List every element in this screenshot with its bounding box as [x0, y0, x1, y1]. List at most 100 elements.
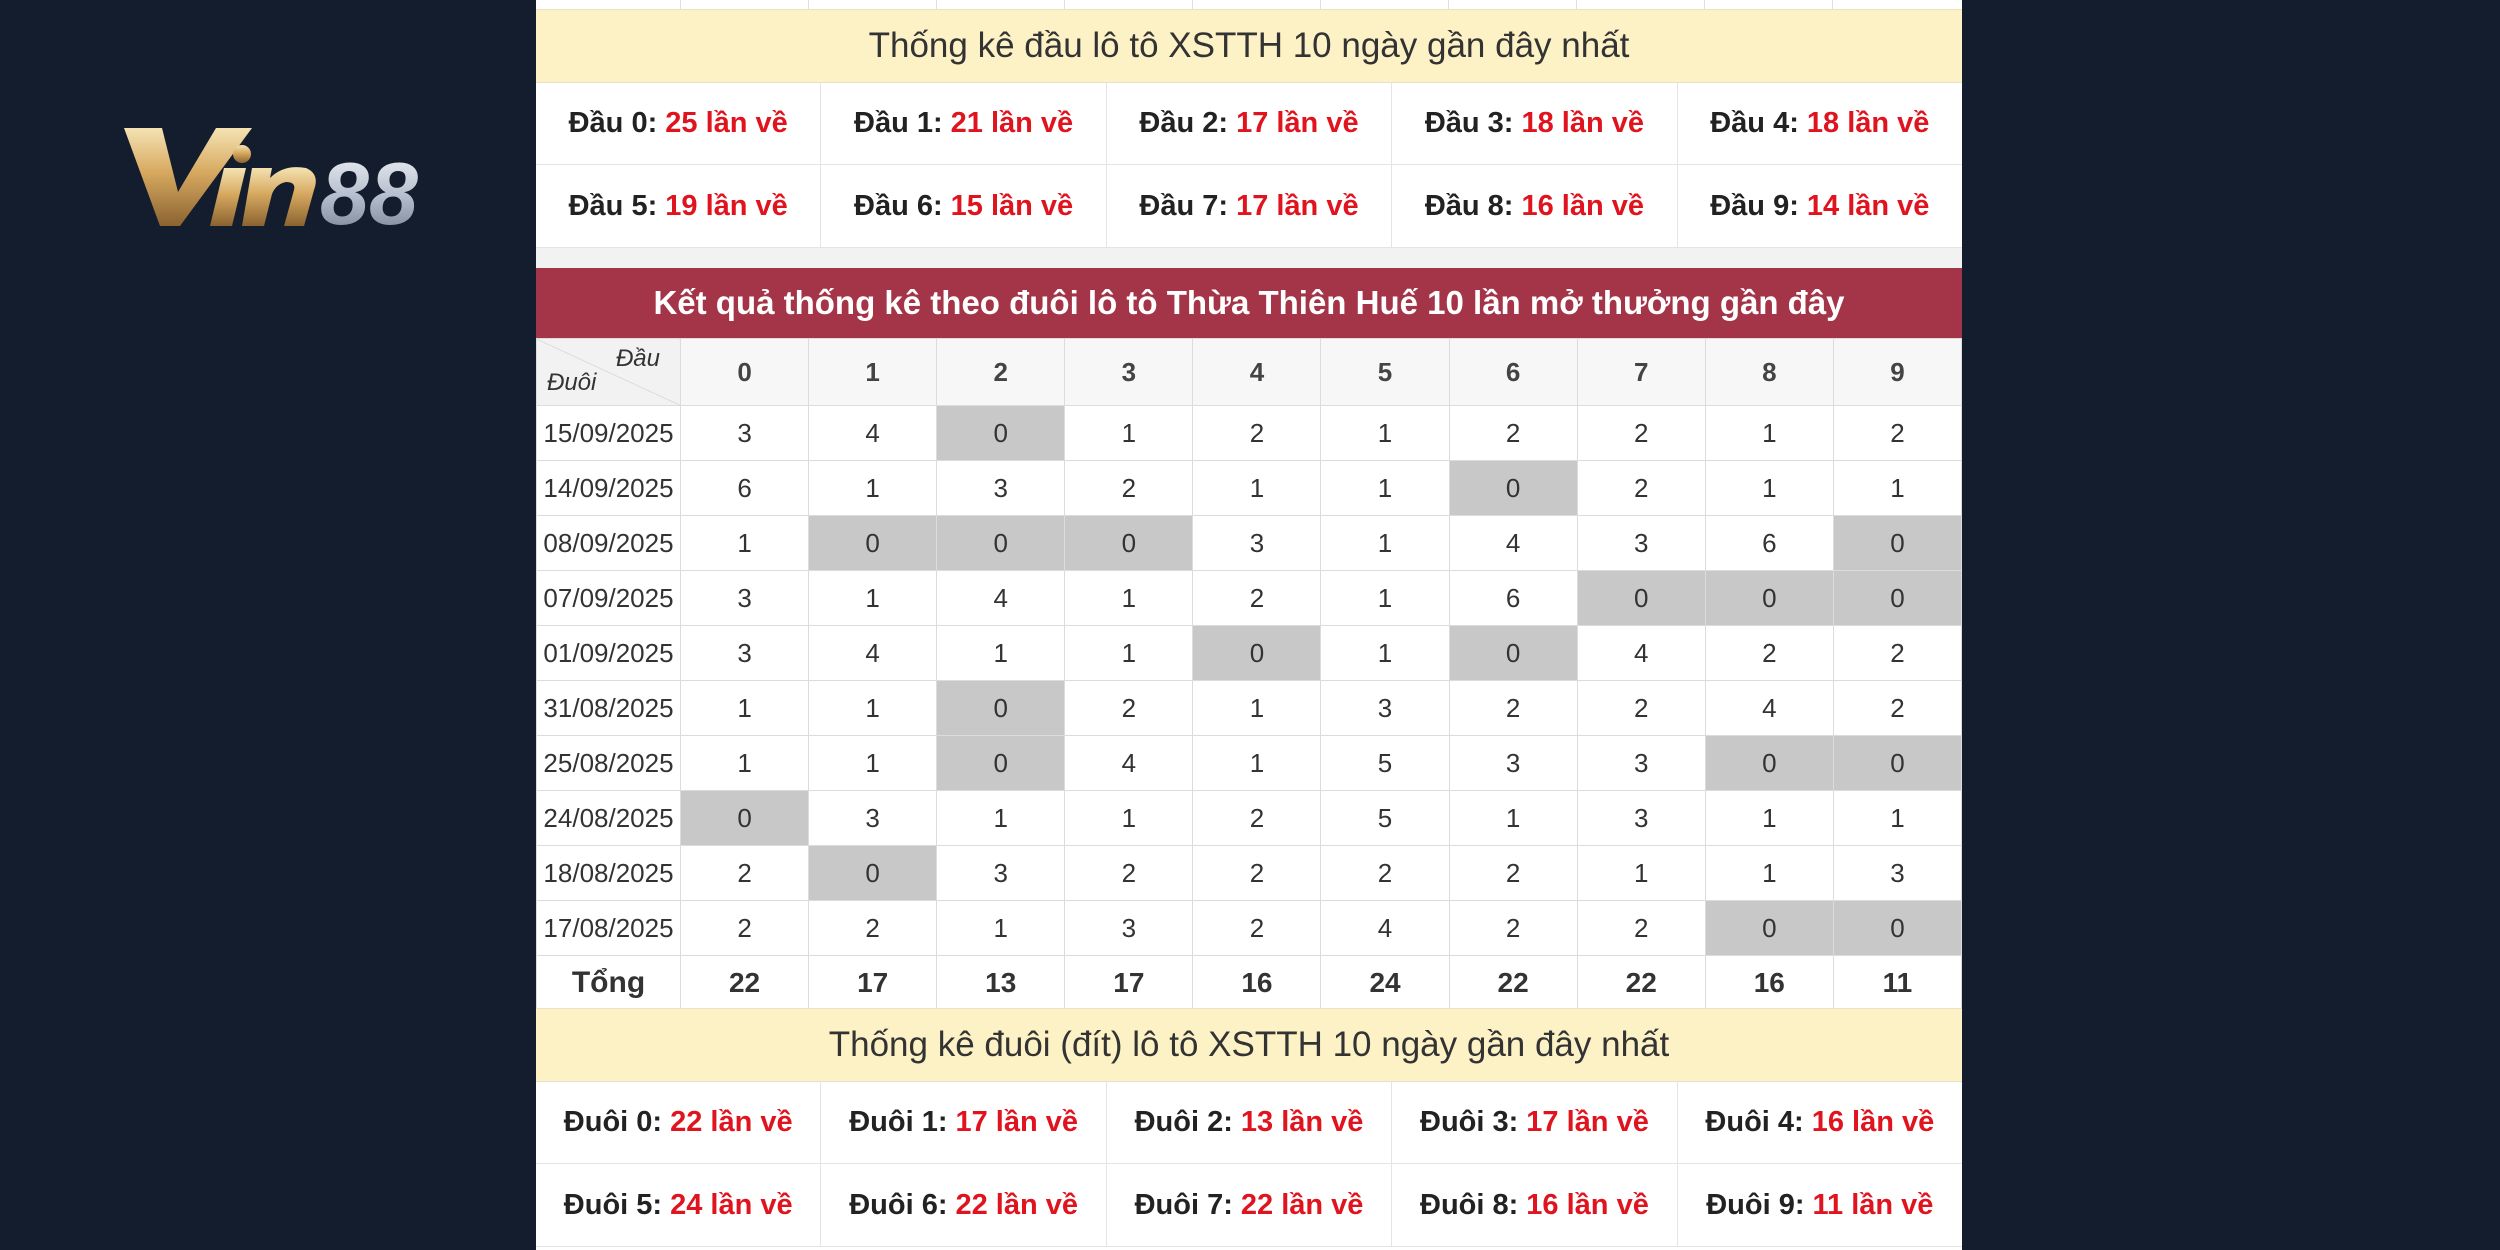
count-cell: 6	[1448, 570, 1578, 626]
count-cell: 1	[1576, 845, 1706, 901]
count-cell: 0	[1704, 570, 1834, 626]
row-date: 18/08/2025	[536, 845, 681, 901]
column-header: 0	[679, 338, 810, 406]
count-cell: 3	[808, 790, 938, 846]
count-cell: 5	[1320, 735, 1450, 791]
count-cell: 6	[1704, 515, 1834, 571]
tail-stat-item: Đuôi 4: 16 lần về	[1705, 1105, 1935, 1138]
tail-stat-item: Đuôi 8: 16 lần về	[1392, 1164, 1678, 1246]
totals-row: Tổng 22 17 13 17 16 24 22 22 16 11	[536, 955, 1962, 1011]
head-stat-item: Đầu 9: 14 lần về	[1710, 189, 1930, 222]
count-cell: 2	[1192, 845, 1322, 901]
count-cell: 1	[1704, 460, 1834, 516]
tail-stat-item: Đuôi 9: 11 lần về	[1706, 1188, 1934, 1221]
total-cell: 17	[808, 955, 938, 1011]
count-cell: 1	[808, 460, 938, 516]
head-stat-item: Đầu 7: 17 lần về	[1107, 165, 1393, 247]
count-cell: 2	[1064, 460, 1194, 516]
count-cell: 1	[808, 680, 938, 736]
table-row: 18/08/2025 2 0 3 2 2 2 2 1 1 3	[536, 845, 1962, 901]
count-cell: 3	[679, 625, 810, 681]
total-cell: 24	[1320, 955, 1450, 1011]
count-cell: 1	[1192, 735, 1322, 791]
count-cell: 1	[1704, 405, 1834, 461]
count-cell: 2	[1448, 680, 1578, 736]
row-date: 08/09/2025	[536, 515, 681, 571]
count-cell: 4	[1576, 625, 1706, 681]
vin88-logo: 88	[124, 128, 418, 234]
head-stats-title: Thống kê đầu lô tô XSTTH 10 ngày gần đây…	[536, 9, 1962, 83]
table-row: 08/09/2025 1 0 0 0 3 1 4 3 6 0	[536, 515, 1962, 571]
count-cell: 3	[1832, 845, 1962, 901]
row-date: 01/09/2025	[536, 625, 681, 681]
head-stat-item: Đầu 2: 17 lần về	[1107, 82, 1393, 164]
count-cell: 2	[679, 845, 810, 901]
table-row: 14/09/2025 6 1 3 2 1 1 0 2 1 1	[536, 460, 1962, 516]
total-cell: 13	[936, 955, 1066, 1011]
total-cell: 22	[1576, 955, 1706, 1011]
count-cell: 3	[1576, 515, 1706, 571]
column-header: 1	[808, 338, 938, 406]
row-date: 07/09/2025	[536, 570, 681, 626]
count-cell: 2	[1448, 845, 1578, 901]
count-cell: 0	[1832, 735, 1962, 791]
count-cell: 4	[1704, 680, 1834, 736]
count-cell: 3	[1064, 900, 1194, 956]
count-cell: 0	[679, 790, 810, 846]
tail-stat-item: Đuôi 7: 22 lần về	[1107, 1164, 1393, 1246]
tail-stats-row: Đuôi 0: 22 lần về Đuôi 1: 17 lần về Đuôi 2…	[536, 1081, 1962, 1164]
head-stat-item: Đầu 3: 18 lần về	[1392, 82, 1678, 164]
table-row: 15/09/2025 3 4 0 1 2 1 2 2 1 2	[536, 405, 1962, 461]
count-cell: 1	[1448, 790, 1578, 846]
tail-stats-row: Đuôi 5: 24 lần về Đuôi 6: 22 lần về Đuôi 7…	[536, 1164, 1962, 1247]
count-cell: 2	[1576, 405, 1706, 461]
count-cell: 2	[1192, 790, 1322, 846]
section-separator	[536, 248, 1962, 268]
tail-stat-item: Đuôi 2: 13 lần về	[1107, 1081, 1393, 1163]
count-cell: 2	[1320, 845, 1450, 901]
count-cell: 3	[1576, 790, 1706, 846]
count-cell: 0	[1064, 515, 1194, 571]
column-header: 4	[1192, 338, 1322, 406]
head-stat-item: Đầu 5: 19 lần về	[536, 165, 822, 247]
count-cell: 3	[1320, 680, 1450, 736]
count-cell: 1	[1064, 790, 1194, 846]
table-row: 07/09/2025 3 1 4 1 2 1 6 0 0 0	[536, 570, 1962, 626]
table-row: 17/08/2025 2 2 1 3 2 4 2 2 0 0	[536, 900, 1962, 956]
svg-text:88: 88	[320, 144, 418, 234]
count-cell: 1	[1320, 460, 1450, 516]
count-cell: 6	[679, 460, 810, 516]
count-cell: 0	[936, 405, 1066, 461]
count-cell: 1	[936, 900, 1066, 956]
count-cell: 0	[1448, 460, 1578, 516]
row-date: 15/09/2025	[536, 405, 681, 461]
count-cell: 0	[808, 845, 938, 901]
count-cell: 2	[1576, 460, 1706, 516]
count-cell: 0	[936, 735, 1066, 791]
corner-head-label: Đầu	[615, 345, 660, 372]
table-corner-cell: Đầu Đuôi	[536, 338, 681, 406]
count-cell: 1	[1832, 460, 1962, 516]
count-cell: 2	[1192, 570, 1322, 626]
count-cell: 1	[1320, 405, 1450, 461]
column-header: 9	[1832, 338, 1962, 406]
row-date: 17/08/2025	[536, 900, 681, 956]
count-cell: 3	[679, 570, 810, 626]
count-cell: 3	[1448, 735, 1578, 791]
count-cell: 2	[1576, 900, 1706, 956]
head-stat-item: Đầu 4: 18 lần về	[1710, 106, 1930, 139]
count-cell: 0	[936, 680, 1066, 736]
count-cell: 2	[1064, 845, 1194, 901]
row-date: 25/08/2025	[536, 735, 681, 791]
count-cell: 1	[1192, 680, 1322, 736]
count-cell: 3	[1192, 515, 1322, 571]
count-cell: 1	[1064, 405, 1194, 461]
count-cell: 2	[1832, 625, 1962, 681]
count-cell: 0	[1704, 735, 1834, 791]
head-stat-item: Đầu 0: 25 lần về	[536, 82, 822, 164]
count-cell: 2	[1704, 625, 1834, 681]
column-header: 7	[1576, 338, 1706, 406]
count-cell: 2	[1448, 405, 1578, 461]
count-cell: 1	[1704, 845, 1834, 901]
count-cell: 1	[936, 625, 1066, 681]
